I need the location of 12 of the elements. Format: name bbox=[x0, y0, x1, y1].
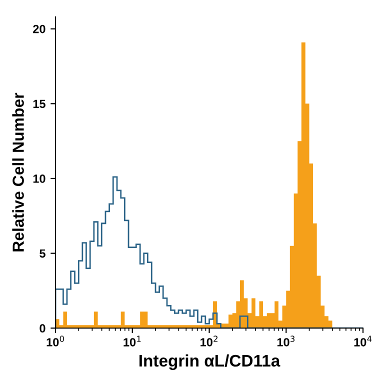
y-tick-label: 0 bbox=[40, 324, 46, 333]
x-tick-label: 10$^{4}$ bbox=[354, 336, 372, 346]
y-axis-title: Relative Cell Number bbox=[12, 92, 24, 252]
y-tick-label: 5 bbox=[40, 249, 46, 258]
x-tick-label: 10$^{0}$ bbox=[46, 336, 64, 346]
y-tick-label: 20 bbox=[33, 24, 46, 34]
y-tick-label: 15 bbox=[33, 100, 46, 108]
x-tick-label: 10$^{1}$ bbox=[124, 336, 141, 346]
x-tick-label: 10$^{2}$ bbox=[200, 336, 218, 346]
y-tick-label: 10 bbox=[33, 174, 46, 183]
x-tick-label: 10$^{3}$ bbox=[277, 336, 295, 346]
x-axis-title: Integrin αL/CD11a bbox=[139, 354, 280, 370]
